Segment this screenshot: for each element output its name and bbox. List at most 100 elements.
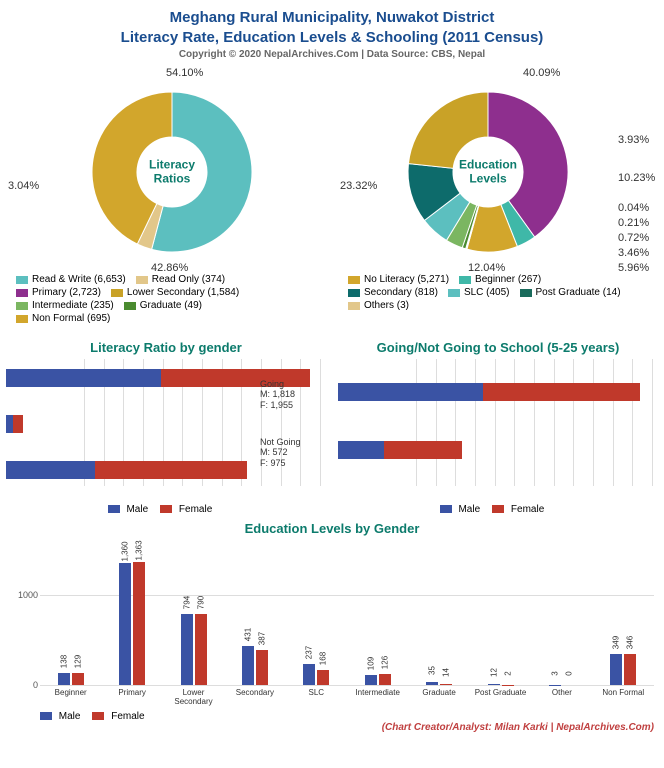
vbar-group: 109 126 Intermediate [364,550,392,685]
legend-label: Read & Write (6,653) [32,274,126,285]
vbar-male: 109 [365,675,377,685]
donut-svg [338,62,658,272]
mini-legend-label: Female [508,504,544,515]
vbar-value: 12 [489,662,498,682]
hbar-male [338,441,384,459]
vbar-ytick: 1000 [10,590,38,600]
donut-legend-row: Read & Write (6,653) Read Only (374) Pri… [0,272,664,334]
donut-pct-label: 0.72% [618,232,649,244]
hbar-male [6,461,95,479]
hbar2-title: Going/Not Going to School (5-25 years) [338,340,658,355]
hbar-male [6,369,161,387]
vbar-female: 129 [72,673,84,685]
vbar-value: 0 [564,664,573,684]
legend-label: SLC (405) [464,287,510,298]
legend-label: Intermediate (235) [32,300,114,311]
donut-pct-label: 40.09% [523,67,560,79]
legend-label: Secondary (818) [364,287,438,298]
vbar-value: 138 [59,651,68,671]
vbar-title: Education Levels by Gender [0,521,664,536]
title-block: Meghang Rural Municipality, Nuwakot Dist… [0,0,664,62]
hbar1-title: Literacy Ratio by gender [6,340,326,355]
legend-item: Read Only (374) [136,274,225,285]
vbar-male: 349 [610,654,622,685]
hbar-row: Not GoingM: 572F: 975 [338,437,658,471]
vbar-category-label: Intermediate [348,688,408,697]
donut-pct-label: 12.04% [468,262,505,274]
vbar-plot: 0 1000 138 129 Beginner 1,360 1,363 Prim… [40,550,654,686]
vbar-category-label: Graduate [409,688,469,697]
hbar-female [13,415,23,433]
donut-slice [408,92,488,168]
legend-item: Graduate (49) [124,300,202,311]
infographic-root: Meghang Rural Municipality, Nuwakot Dist… [0,0,664,739]
vbar-category-label: Non Formal [593,688,653,697]
legend-item: Read & Write (6,653) [16,274,126,285]
legend-label: Primary (2,723) [32,287,101,298]
vbar-value: 1,360 [121,541,130,561]
vbar-female: 790 [195,614,207,685]
legend-item: Others (3) [348,300,409,311]
legend-swatch [111,289,123,297]
hbar-label: GoingM: 1,818F: 1,955 [260,379,334,410]
vbar-female: 387 [256,650,268,685]
vbar-value: 346 [626,632,635,652]
legend-swatch [16,302,28,310]
vbar-group: 794 790 Lower Secondary [180,550,208,685]
hbar-label: Read OnlyM: 152F: 222 [0,411,2,442]
donut-pct-label: 42.86% [151,262,188,274]
vbar-group: 431 387 Secondary [241,550,269,685]
vbar-group: 237 168 SLC [302,550,330,685]
vbar-male: 1,360 [119,563,131,685]
legend-label: No Literacy (5,271) [364,274,449,285]
vbar-value: 168 [319,648,328,668]
vbar-category-label: Primary [102,688,162,697]
education-levels-by-gender-chart: 0 1000 138 129 Beginner 1,360 1,363 Prim… [10,540,654,715]
hbar-label: No LiteracyM: 1,951F: 3,320) [0,457,2,488]
legend-swatch [448,289,460,297]
vbar-value: 126 [380,652,389,672]
vbar-group: 138 129 Beginner [57,550,85,685]
vbar-value: 35 [428,660,437,680]
hbar-label: Not GoingM: 572F: 975 [260,437,334,468]
vbar-group: 3 0 Other [548,550,576,685]
vbar-value: 129 [73,652,82,672]
legend-label: Graduate (49) [140,300,202,311]
vbar-value: 109 [366,654,375,674]
vbar-female: 346 [624,654,636,685]
legend-label: Beginner (267) [475,274,541,285]
vbar-value: 387 [257,629,266,649]
hbar-label: Read & WriteM: 3,397F: 3,256 [0,365,2,396]
mini-legend-label: Male [456,504,480,515]
vbar-value: 349 [612,632,621,652]
hbar-row: GoingM: 1,818F: 1,955 [338,379,658,413]
mini-legend-label: Male [124,504,148,515]
vbar-value: 790 [196,592,205,612]
legend-swatch [16,315,28,323]
vbar-female: 126 [379,674,391,685]
legend-swatch [136,276,148,284]
legend-item: Post Graduate (14) [520,287,621,298]
vbar-value: 794 [182,592,191,612]
hbar-female [483,383,639,401]
legend-item: SLC (405) [448,287,510,298]
hbar-male [338,383,483,401]
legend-swatch [520,289,532,297]
vbar-category-label: SLC [286,688,346,697]
donut-pct-label: 3.93% [618,134,649,146]
mini-legend: Male Female [6,504,326,515]
vbar-ytick: 0 [10,680,38,690]
vbar-value: 431 [243,625,252,645]
legend-swatch [124,302,136,310]
vbar-group: 12 2 Post Graduate [487,550,515,685]
vbar-male: 12 [488,684,500,685]
legend-item: Intermediate (235) [16,300,114,311]
vbar-male: 35 [426,682,438,685]
donut-svg [6,62,326,272]
title-line-2: Literacy Rate, Education Levels & School… [0,28,664,48]
legend-label: Post Graduate (14) [536,287,621,298]
vbar-category-label: Other [532,688,592,697]
donut-pct-label: 23.32% [340,180,377,192]
vbar-value: 237 [305,642,314,662]
donut-education-panel: EducationLevels40.09%3.93%10.23%0.04%0.2… [332,62,664,272]
